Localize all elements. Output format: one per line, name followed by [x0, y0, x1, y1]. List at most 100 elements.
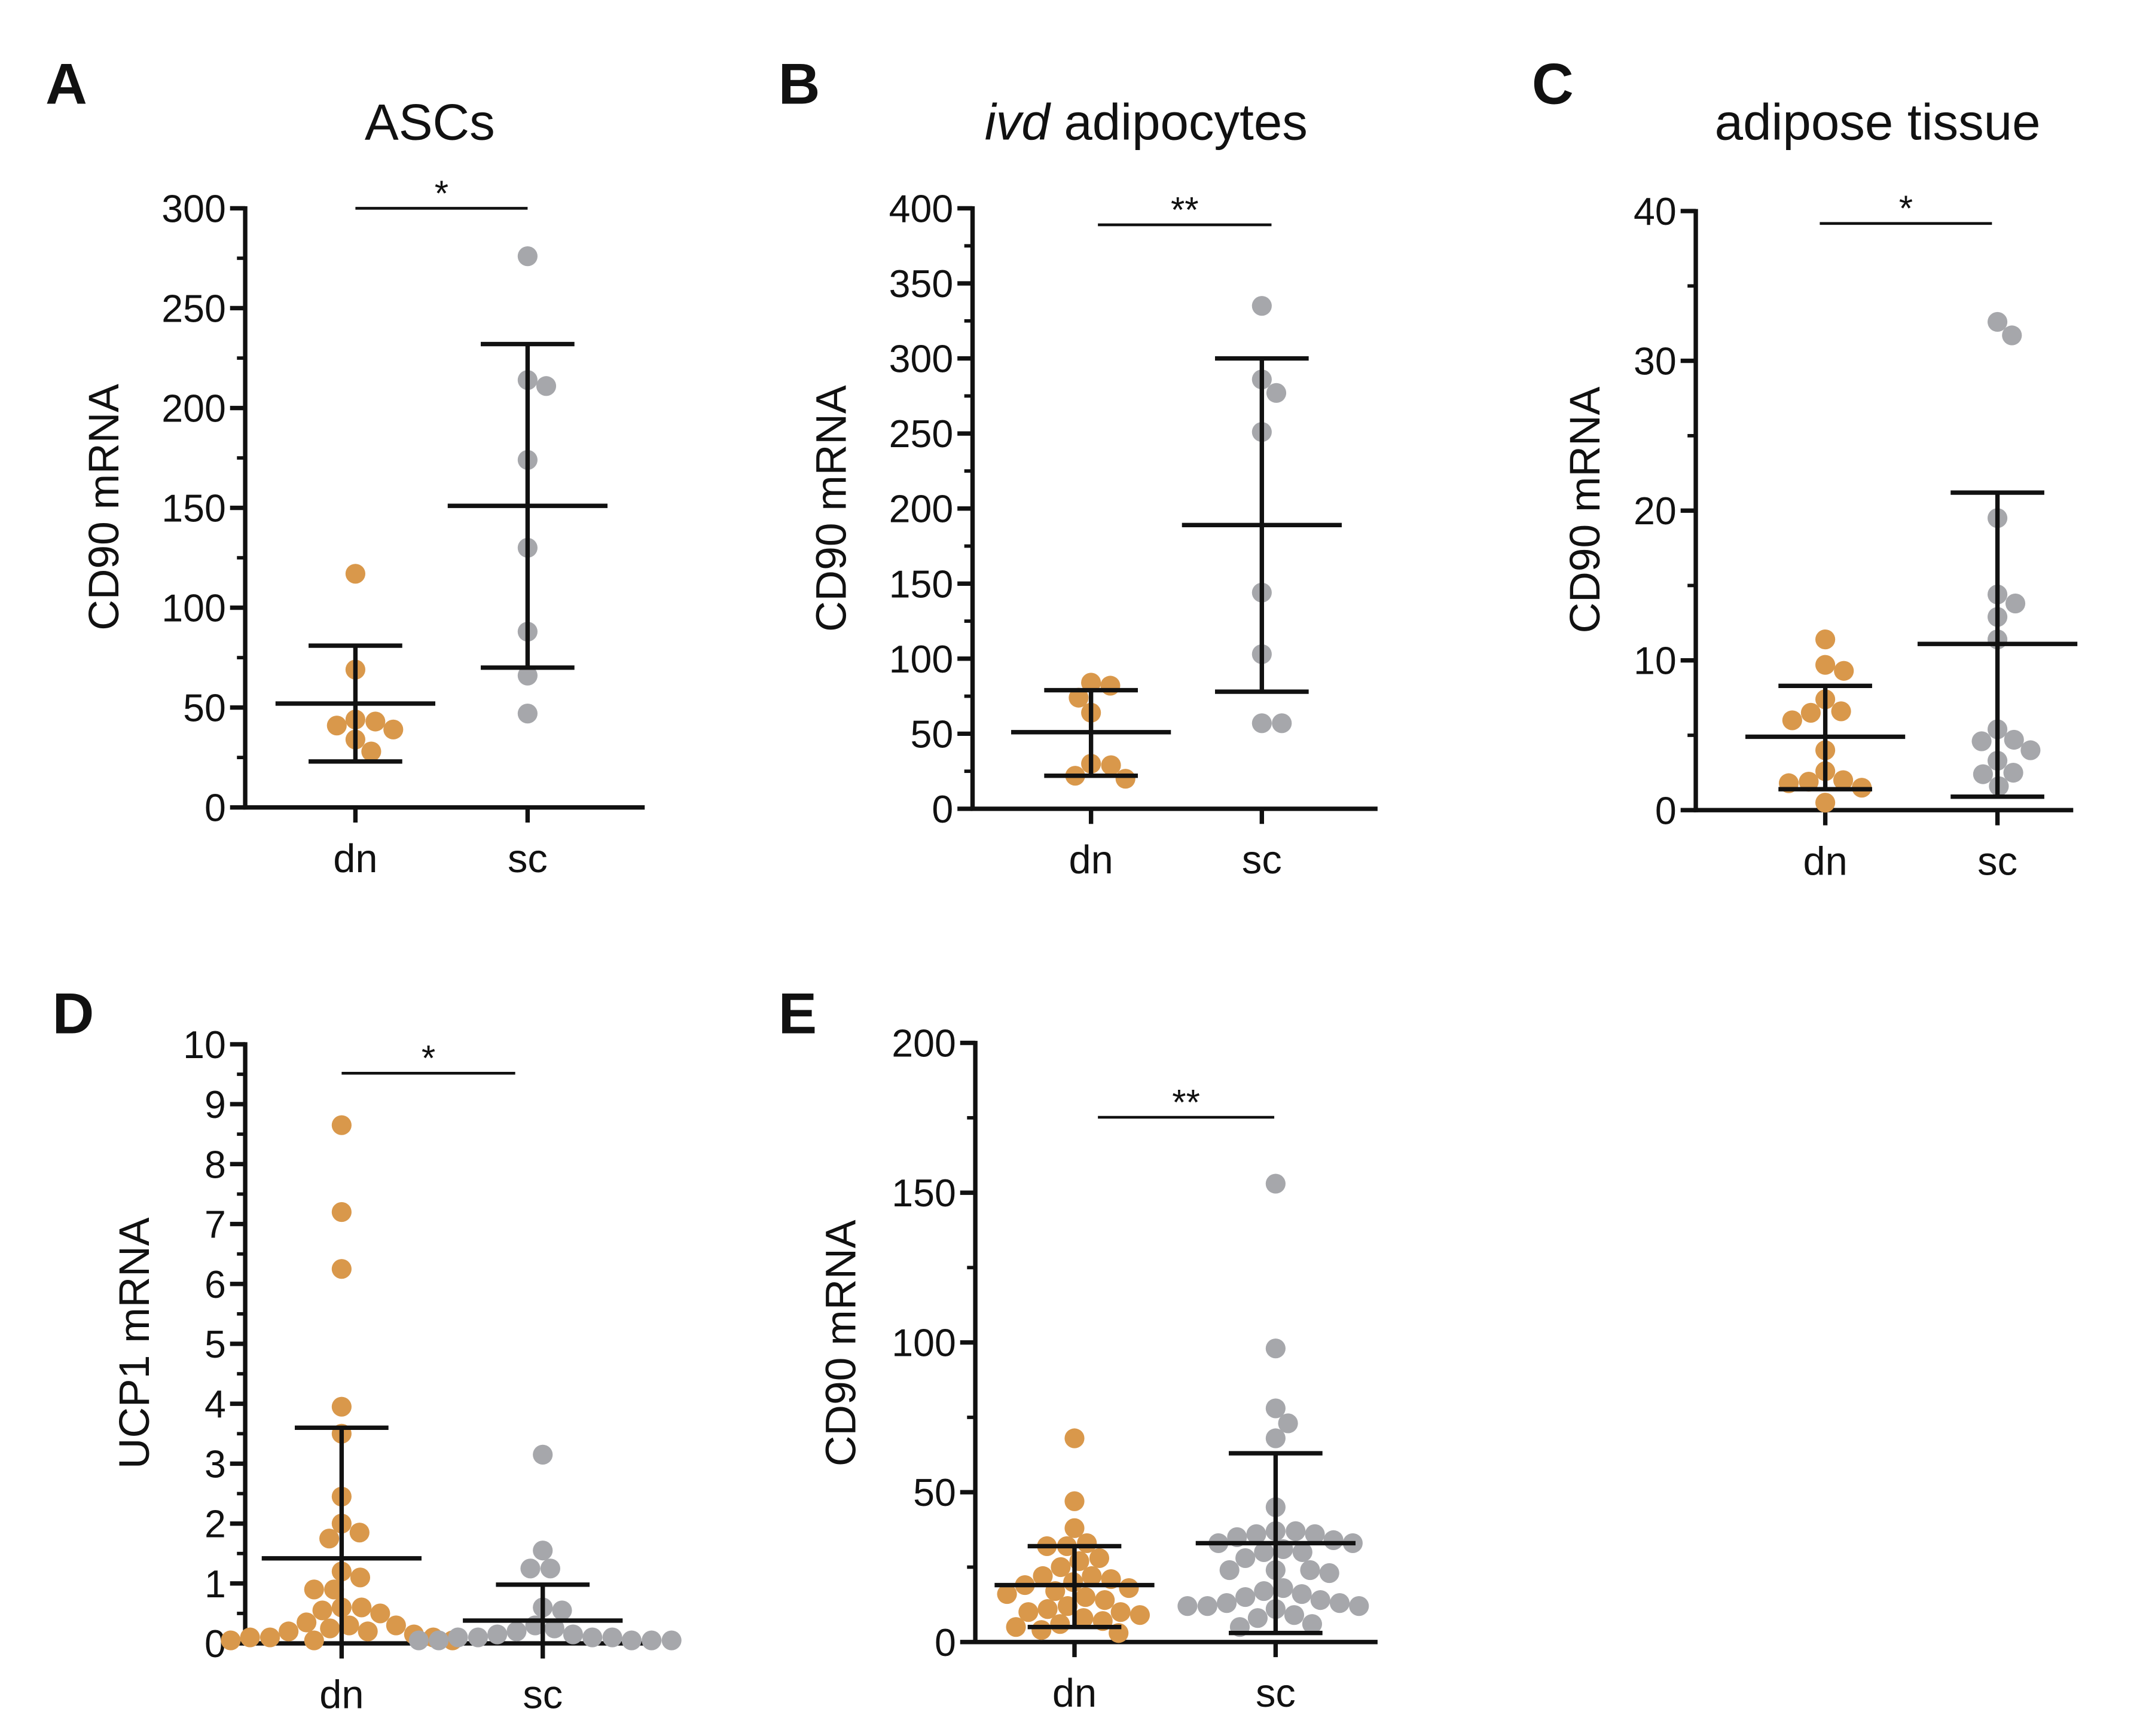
- y-tick-label: 8: [204, 1143, 226, 1186]
- data-point-sc: [1265, 1398, 1286, 1419]
- data-point-dn: [304, 1579, 324, 1600]
- x-tick-label: dn: [1052, 1671, 1097, 1716]
- significance-label: **: [1171, 190, 1199, 230]
- data-point-sc: [1219, 1560, 1240, 1581]
- x-tick-label: sc: [1256, 1671, 1296, 1716]
- data-point-sc: [544, 1618, 564, 1639]
- data-point-dn: [1075, 1587, 1096, 1607]
- data-point-dn: [1037, 1599, 1058, 1619]
- data-point-dn: [320, 1618, 340, 1639]
- data-point-sc: [1265, 1428, 1286, 1448]
- data-point-dn: [1815, 655, 1836, 675]
- y-tick-label: 20: [1634, 490, 1677, 533]
- data-point-sc: [533, 1541, 553, 1561]
- series-dn: [1011, 673, 1171, 789]
- series-sc: [447, 246, 608, 724]
- data-point-dn: [1834, 661, 1854, 681]
- data-point-sc: [1254, 1542, 1274, 1563]
- panel-a: A ASCs CD90 mRNA 0 50 100 150 200 250 300 dn sc *: [45, 51, 645, 881]
- data-point-sc: [2020, 740, 2041, 760]
- data-point-sc: [2004, 729, 2024, 750]
- data-point-dn: [221, 1630, 241, 1651]
- series-sc: [1917, 311, 2078, 799]
- data-point-dn: [1051, 1557, 1071, 1578]
- data-point-dn: [365, 711, 386, 732]
- y-tick-label: 100: [892, 1322, 956, 1365]
- series-dn: [221, 1115, 463, 1651]
- data-point-sc: [517, 246, 538, 267]
- y-tick-label: 350: [889, 262, 954, 305]
- data-point-sc: [540, 1558, 560, 1579]
- data-point-sc: [517, 665, 538, 686]
- data-point-sc: [1987, 311, 2008, 332]
- data-point-sc: [1251, 713, 1272, 733]
- y-axis-label: CD90 mRNA: [80, 384, 128, 631]
- chart-title-text: adipocytes: [1064, 94, 1307, 151]
- data-point-dn: [1815, 793, 1836, 813]
- data-point-dn: [324, 1579, 344, 1600]
- y-axis-label: CD90 mRNA: [817, 1220, 865, 1466]
- data-point-sc: [1292, 1584, 1312, 1604]
- data-point-dn: [279, 1621, 299, 1642]
- series-sc: [1177, 1173, 1369, 1637]
- data-point-dn: [1833, 770, 1854, 790]
- y-tick-label: 50: [183, 687, 226, 730]
- x-tick-label: dn: [1069, 838, 1113, 882]
- data-point-sc: [506, 1621, 527, 1642]
- y-tick-label: 2: [204, 1503, 226, 1546]
- data-point-dn: [350, 1567, 371, 1588]
- data-point-dn: [358, 1621, 378, 1642]
- significance-label: *: [422, 1038, 435, 1078]
- data-point-dn: [1782, 710, 1802, 731]
- data-point-sc: [448, 1627, 468, 1648]
- y-tick-label: 6: [204, 1263, 226, 1306]
- data-point-sc: [1971, 731, 1992, 751]
- data-point-sc: [1272, 713, 1292, 733]
- data-point-dn: [1831, 701, 1851, 722]
- panel-e: E CD90 mRNA 0 50 100 150 200 dn sc **: [779, 980, 1378, 1716]
- data-point-sc: [1292, 1542, 1312, 1563]
- data-point-sc: [602, 1627, 622, 1648]
- data-point-sc: [1286, 1521, 1306, 1541]
- series-dn: [1745, 629, 1906, 813]
- data-point-sc: [1973, 764, 1993, 784]
- y-tick-label: 10: [1634, 640, 1677, 683]
- data-point-sc: [1254, 1581, 1274, 1601]
- data-point-sc: [1302, 1614, 1323, 1634]
- data-point-sc: [2003, 763, 2023, 783]
- data-point-sc: [1305, 1524, 1325, 1544]
- data-point-sc: [1197, 1596, 1217, 1616]
- data-point-dn: [1110, 1602, 1131, 1622]
- x-tick-label: sc: [1977, 840, 2017, 884]
- y-tick-label: 300: [889, 338, 954, 381]
- y-tick-label: 7: [204, 1203, 226, 1246]
- data-point-sc: [661, 1630, 682, 1651]
- chart-title-italic: ivd: [985, 94, 1052, 151]
- data-point-sc: [621, 1630, 642, 1651]
- chart-title-text: ASCs: [365, 94, 495, 151]
- chart-title-space: [1050, 94, 1064, 151]
- data-point-dn: [1800, 702, 1821, 723]
- data-point-sc: [468, 1627, 489, 1648]
- data-point-sc: [520, 1558, 541, 1579]
- data-point-sc: [1319, 1563, 1339, 1584]
- data-point-dn: [997, 1584, 1017, 1604]
- data-point-sc: [1251, 296, 1272, 316]
- data-point-sc: [429, 1630, 449, 1651]
- y-tick-label: 10: [183, 1023, 226, 1066]
- data-point-dn: [1031, 1620, 1052, 1640]
- data-point-dn: [345, 564, 365, 584]
- y-tick-label: 30: [1634, 340, 1677, 383]
- chart-title: adipose tissue: [1715, 94, 2041, 151]
- data-point-dn: [370, 1603, 390, 1624]
- y-tick-label: 300: [161, 187, 226, 230]
- y-tick-label: 150: [889, 563, 954, 606]
- y-tick-label: 1: [204, 1563, 226, 1606]
- y-axis-label: CD90 mRNA: [808, 385, 856, 632]
- data-point-sc: [1265, 1173, 1286, 1194]
- y-tick-label: 50: [913, 1471, 956, 1514]
